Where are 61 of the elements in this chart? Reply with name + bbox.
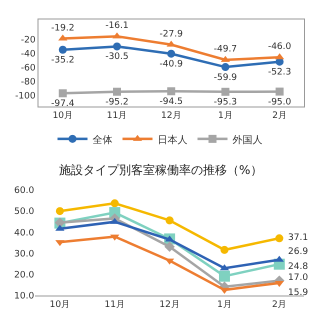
data-label: 24.8 — [288, 262, 308, 272]
data-label: 17.0 — [288, 273, 308, 283]
x-tick-label: 11月 — [106, 111, 128, 122]
point — [220, 246, 228, 254]
x-tick-label: 1月 — [218, 111, 233, 122]
data-label: -19.2 — [51, 23, 74, 34]
y-tick-label: -40 — [20, 49, 36, 60]
x-tick-label: 10月 — [52, 111, 74, 122]
chart-title: 施設タイプ別客室稼働率の推移（%） — [59, 163, 262, 177]
point — [167, 50, 176, 58]
y-tick-label: 40.0 — [14, 228, 34, 238]
data-label: -95.0 — [268, 97, 292, 108]
point — [221, 63, 230, 72]
legend-label: 日本人 — [158, 134, 188, 146]
y-tick-label: 20.0 — [14, 270, 34, 280]
point — [166, 216, 174, 224]
x-tick-label: 10月 — [50, 300, 70, 310]
data-label: -52.3 — [268, 67, 292, 78]
y-tick-label: 30.0 — [14, 249, 34, 260]
y-tick-label: 50.0 — [14, 207, 34, 218]
point — [221, 88, 230, 96]
point — [276, 88, 284, 96]
data-label: 26.9 — [288, 247, 308, 257]
data-label: -27.9 — [160, 29, 184, 40]
data-label: -59.9 — [214, 72, 238, 83]
data-label: -16.1 — [105, 21, 129, 32]
y-tick-label: -80 — [20, 77, 36, 88]
point — [275, 234, 284, 242]
y-tick-label: -100 — [15, 91, 36, 102]
point — [113, 42, 121, 50]
data-label: -95.2 — [105, 97, 129, 108]
legend-label: 全体 — [92, 134, 112, 146]
x-tick-label: 12月 — [160, 111, 182, 122]
x-tick-label: 11月 — [104, 300, 125, 310]
point — [167, 87, 176, 96]
point — [110, 199, 119, 208]
point — [58, 46, 67, 54]
y-tick-label: 60.0 — [14, 186, 34, 196]
data-label: -35.2 — [51, 55, 74, 66]
x-tick-label: 12月 — [159, 300, 180, 310]
point — [218, 270, 230, 282]
point — [164, 242, 175, 252]
data-label: -30.5 — [105, 52, 129, 62]
data-label: 37.1 — [288, 233, 308, 243]
data-label: -97.4 — [51, 99, 75, 110]
point — [56, 207, 64, 216]
data-label: -49.7 — [214, 44, 238, 55]
x-tick-label: 2月 — [272, 300, 287, 310]
y-tick-label: 10.0 — [14, 292, 34, 302]
point — [113, 88, 121, 96]
data-label: -95.3 — [214, 98, 238, 108]
x-tick-label: 2月 — [272, 111, 287, 122]
point — [58, 89, 67, 98]
legend-label: 外国人 — [232, 134, 262, 146]
data-label: -40.9 — [160, 59, 184, 70]
y-tick-label: -20 — [20, 35, 36, 46]
data-label: 15.9 — [288, 288, 308, 298]
x-tick-label: 1月 — [217, 300, 232, 310]
data-label: -94.5 — [160, 97, 183, 107]
data-label: -46.0 — [268, 42, 292, 52]
y-tick-label: -60 — [20, 63, 36, 74]
